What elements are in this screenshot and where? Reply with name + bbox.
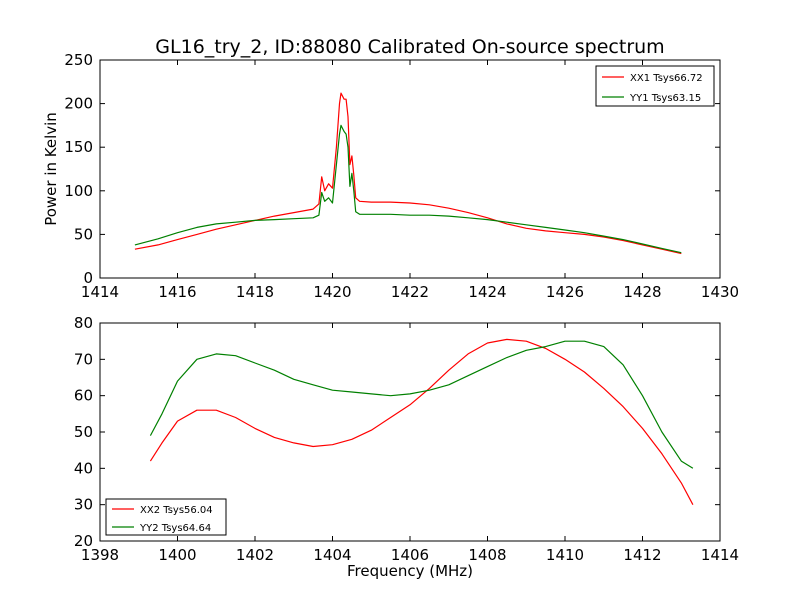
bottom-y-tick-label: 80 bbox=[74, 314, 93, 332]
bottom-x-tick-label: 1412 bbox=[623, 546, 661, 564]
top-x-tick-label: 1430 bbox=[701, 283, 739, 301]
top-legend-box bbox=[595, 65, 715, 107]
bottom-panel: 1398 1400 1402 1404 1406 1408 1410 1412 1414 20 30… bbox=[74, 314, 739, 564]
bottom-y-tick-label: 20 bbox=[74, 532, 93, 550]
bottom-x-tick-label: 1398 bbox=[81, 546, 119, 564]
top-panel: 1414 1416 1418 1420 1422 1424 1426 1428 1430 0 50 1… bbox=[42, 51, 739, 301]
top-y-tick-label: 100 bbox=[64, 182, 93, 200]
bottom-y-tick-label: 50 bbox=[74, 423, 93, 441]
top-series-line-1 bbox=[134, 92, 682, 255]
chart-title: GL16_try_2, ID:88080 Calibrated On-sourc… bbox=[155, 36, 664, 58]
bottom-x-tick-label: 1410 bbox=[546, 546, 584, 564]
bottom-x-tick-label: 1402 bbox=[236, 546, 274, 564]
top-x-tick-label: 1414 bbox=[81, 283, 119, 301]
top-x-tick-label: 1424 bbox=[468, 283, 506, 301]
bottom-y-tick-label: 30 bbox=[74, 496, 93, 514]
bottom-y-tick-label: 60 bbox=[74, 387, 93, 405]
top-x-tick-label: 1416 bbox=[158, 283, 196, 301]
bottom-y-tick-label: 40 bbox=[74, 459, 93, 477]
top-y-tick-label: 150 bbox=[64, 138, 93, 156]
top-legend-label-2: YY1 Tsys63.15 bbox=[629, 93, 701, 104]
bottom-series-line-2 bbox=[149, 340, 694, 469]
top-y-tick-label: 250 bbox=[64, 51, 93, 69]
bottom-x-tick-label: 1414 bbox=[701, 546, 739, 564]
top-legend-label-1: XX1 Tsys66.72 bbox=[630, 73, 703, 84]
top-y-axis-title: Power in Kelvin bbox=[42, 112, 60, 226]
bottom-y-tick-label: 70 bbox=[74, 350, 93, 368]
bottom-legend-box bbox=[105, 498, 227, 536]
bottom-x-tick-label: 1404 bbox=[313, 546, 351, 564]
top-x-tick-label: 1418 bbox=[236, 283, 274, 301]
top-x-tick-label: 1426 bbox=[546, 283, 584, 301]
bottom-x-tick-label: 1400 bbox=[158, 546, 196, 564]
top-y-tick-label: 200 bbox=[64, 95, 93, 113]
top-x-tick-label: 1420 bbox=[313, 283, 351, 301]
x-axis-title: Frequency (MHz) bbox=[347, 562, 473, 580]
top-series-line-2 bbox=[134, 124, 682, 254]
bottom-series-line-1 bbox=[149, 338, 694, 505]
bottom-legend-label-1: XX2 Tsys56.04 bbox=[140, 505, 213, 516]
bottom-x-tick-label: 1408 bbox=[468, 546, 506, 564]
top-y-tick-label: 0 bbox=[83, 269, 93, 287]
top-y-tick-label: 50 bbox=[74, 225, 93, 243]
top-x-tick-label: 1422 bbox=[391, 283, 429, 301]
bottom-legend-label-2: YY2 Tsys64.64 bbox=[139, 523, 211, 534]
bottom-x-tick-label: 1406 bbox=[391, 546, 429, 564]
top-x-tick-label: 1428 bbox=[623, 283, 661, 301]
